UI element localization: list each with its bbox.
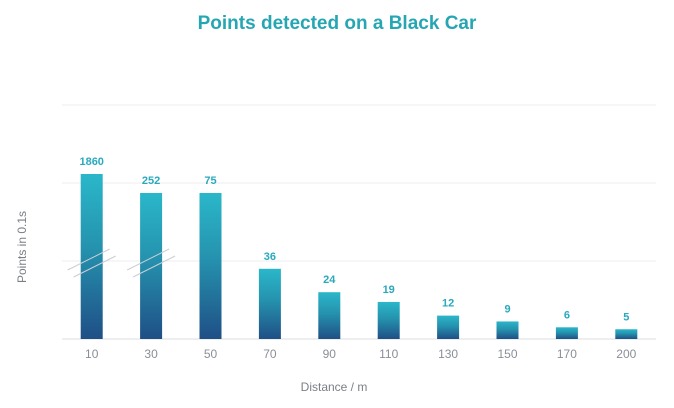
value-label-10: 1860 [79, 156, 103, 168]
value-label-150: 9 [504, 303, 510, 315]
x-tick-150: 150 [497, 347, 517, 361]
value-label-130: 12 [442, 298, 454, 310]
bar-110 [377, 301, 400, 339]
chart-title: Points detected on a Black Car [197, 13, 477, 34]
bar-70 [258, 268, 281, 339]
x-tick-90: 90 [323, 347, 337, 361]
x-tick-labels: 10 30 50 70 90 110 130 150 170 200 [85, 347, 637, 361]
break-line-lower [132, 255, 176, 278]
bar-90 [318, 292, 341, 339]
x-tick-70: 70 [263, 347, 277, 361]
value-label-50: 75 [204, 175, 216, 187]
bar-150 [496, 321, 519, 339]
bar-50 [199, 193, 222, 339]
value-labels: 1860 252 75 36 24 19 12 9 6 5 [79, 156, 629, 323]
x-tick-110: 110 [379, 347, 398, 361]
x-tick-200: 200 [616, 347, 636, 361]
axis-break-marks [67, 248, 176, 278]
break-line-upper [67, 248, 110, 271]
x-tick-50: 50 [204, 347, 218, 361]
value-label-200: 5 [623, 311, 629, 323]
bars [80, 174, 638, 339]
value-label-90: 24 [323, 274, 336, 286]
x-axis-title: Distance / m [301, 380, 368, 394]
x-tick-10: 10 [85, 347, 99, 361]
break-line-lower [73, 255, 116, 278]
x-tick-30: 30 [144, 347, 158, 361]
bar-30 [140, 193, 163, 339]
y-axis-title: Points in 0.1s [15, 211, 29, 283]
axis-break-30 [126, 248, 176, 278]
x-tick-130: 130 [438, 347, 458, 361]
value-label-110: 19 [383, 284, 395, 296]
value-label-170: 6 [564, 309, 570, 321]
bar-170 [555, 327, 578, 339]
bar-200 [615, 329, 638, 339]
bar-130 [437, 315, 460, 339]
value-label-30: 252 [142, 175, 160, 187]
x-tick-170: 170 [557, 347, 577, 361]
bar-10 [80, 174, 103, 339]
value-label-70: 36 [264, 251, 276, 263]
axis-break-10 [67, 248, 116, 278]
break-line-upper [126, 248, 170, 271]
